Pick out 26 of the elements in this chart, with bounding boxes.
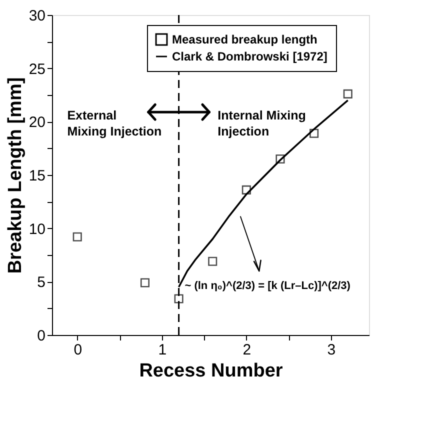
point bbox=[343, 89, 352, 98]
y-tick-label: 20 bbox=[28, 114, 46, 132]
y-tick-label: 15 bbox=[28, 168, 46, 184]
point bbox=[242, 185, 251, 194]
y-tick-label: 0 bbox=[37, 328, 46, 344]
y-axis-title: Breakup Length [mm] bbox=[4, 77, 26, 274]
x-axis-title: Recess Number bbox=[139, 360, 284, 382]
annotation: External Mixing Injection bbox=[67, 108, 162, 138]
y-tick-label: 25 bbox=[28, 60, 46, 78]
point bbox=[140, 278, 150, 288]
point bbox=[174, 294, 184, 304]
y-tick-label: 30 bbox=[28, 8, 46, 24]
legend-label: Clark & Dombrowski [1972] bbox=[172, 50, 328, 64]
x-tick-label: 2 bbox=[242, 342, 252, 358]
y-tick-label: 10 bbox=[28, 220, 46, 238]
point bbox=[310, 128, 319, 138]
x-tick-label: 1 bbox=[158, 342, 167, 358]
point bbox=[72, 232, 82, 242]
x-tick-label: 0 bbox=[74, 342, 82, 358]
point bbox=[276, 154, 285, 164]
x-tick-label: 3 bbox=[327, 342, 336, 358]
annotation: ~ (ln η₀)^(2/3) = [k (Lr–Lc)]^(2/3) bbox=[184, 280, 351, 292]
annotation: Internal Mixing Injection bbox=[218, 108, 306, 138]
point bbox=[208, 256, 218, 266]
y-tick-label: 5 bbox=[37, 274, 46, 292]
legend-label: Measured breakup length bbox=[172, 32, 318, 46]
